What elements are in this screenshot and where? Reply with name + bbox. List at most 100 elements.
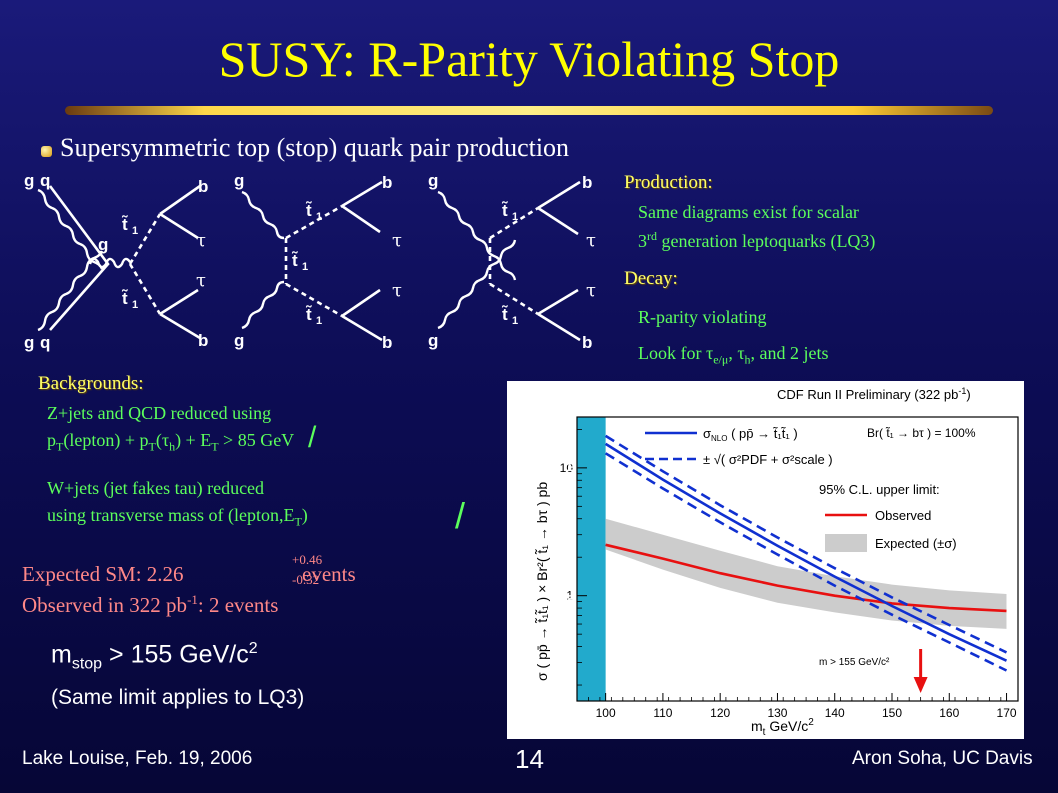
limit-arrow-head	[913, 677, 928, 693]
label-stop-sub: 1	[302, 261, 308, 273]
decay-line-2: Look for τe/μ, τh, and 2 jets	[638, 343, 829, 368]
decay-bottom	[537, 288, 581, 342]
chart-title-end: )	[966, 387, 970, 402]
tau-sub-h: h	[744, 352, 751, 367]
label-stop-sub: 1	[512, 315, 518, 327]
label-b: b	[582, 333, 592, 352]
expected-err-up: +0.46	[292, 552, 323, 567]
label-g: g	[24, 333, 34, 352]
tau-symbol: τ	[161, 430, 170, 450]
decay-sep: ,	[728, 343, 738, 363]
label-stop: t̃	[292, 251, 299, 270]
x-label-rest: GeV/c	[765, 718, 808, 734]
legend-cl: 95% C.L. upper limit:	[819, 482, 940, 497]
mass-sub: stop	[71, 655, 103, 673]
x-tick-label: 100	[596, 706, 616, 720]
backgrounds-line-4: using transverse mass of (lepton,ET)	[47, 505, 308, 530]
tau-symbol: τ	[737, 343, 745, 363]
legend-nlo-sigma: σ	[703, 426, 711, 441]
mt-close: )	[301, 505, 308, 525]
label-g: g	[234, 331, 244, 350]
y-tick-label: 1	[566, 589, 573, 603]
mt-text: using transverse mass of (lepton,E	[47, 505, 295, 525]
production-line-1: Same diagrams exist for scalar	[638, 202, 859, 222]
footer-author: Aron Soha, UC Davis	[852, 748, 1033, 769]
excluded-region-band	[577, 417, 606, 701]
feynman-diagrams: .fl { stroke: #ffffff; stroke-width: 2.6…	[24, 171, 596, 352]
x-tick-label: 160	[939, 706, 959, 720]
label-stop: t̃	[122, 215, 129, 234]
stop-line-bottom	[128, 263, 162, 315]
plot-frame	[576, 416, 1019, 702]
footer-venue: Lake Louise, Feb. 19, 2006	[22, 748, 253, 769]
x-tick-label: 140	[825, 706, 845, 720]
observed-count: : 2 events	[197, 593, 279, 617]
label-g: g	[234, 171, 244, 190]
expected-band	[605, 518, 1007, 629]
label-stop-sub: 1	[316, 211, 322, 223]
chart-title: CDF Run II Preliminary (322 pb-1)	[777, 386, 971, 402]
bullet-icon	[41, 146, 52, 157]
legend-expected-swatch	[825, 534, 867, 552]
stop-line-top	[489, 206, 539, 240]
production-rest: generation leptoquarks (LQ3)	[657, 231, 876, 251]
label-tau: τ	[586, 280, 596, 301]
pt-p: p	[47, 430, 56, 450]
x-label-sub: t	[763, 727, 766, 738]
x-tick-label: 130	[767, 706, 787, 720]
gev-threshold: > 85 GeV	[218, 430, 295, 450]
y-axis-label: σ ( pp̄ → t̃₁t̃₁ ) × Br²( t̃₁ → bτ ) pb	[534, 482, 550, 681]
label-g: g	[428, 171, 438, 190]
legend-nlo: σNLO ( pp̄ → t̃₁t̃₁ )	[703, 426, 798, 443]
series-line-0	[605, 543, 1007, 613]
decay-top	[537, 180, 581, 236]
pt-sub: T	[56, 439, 64, 454]
x-label-m: m	[751, 718, 763, 734]
gluon-in-top	[241, 190, 285, 240]
stop-line-top	[285, 204, 343, 240]
production-heading: Production:	[624, 172, 713, 193]
mass-m: m	[51, 640, 72, 669]
diagram-1: g q g q g t̃ 1 t̃ 1 b τ τ b	[24, 171, 208, 352]
mass-value: > 155 GeV/c	[102, 640, 249, 669]
decay-heading: Decay:	[624, 268, 678, 289]
limit-plot: 100 110 120 130 140 150 160 170 1 10 CDF Run II P…	[507, 381, 1024, 739]
label-b: b	[382, 173, 392, 192]
label-stop: t̃	[306, 201, 313, 220]
bullet-text: Supersymmetric top (stop) quark pair pro…	[60, 133, 570, 162]
stop-line-bottom	[285, 282, 343, 318]
pt-sub: T	[148, 439, 156, 454]
stop-line-bottom	[489, 282, 539, 316]
production-sup: rd	[647, 229, 657, 243]
label-q: q	[40, 171, 50, 190]
decay-look: Look for	[638, 343, 706, 363]
pt-lepton: (lepton) + p	[63, 430, 149, 450]
limit-annotation: m > 155 GeV/c²	[819, 657, 890, 668]
x-label-sup: 2	[808, 717, 814, 728]
x-tick-label: 110	[653, 706, 672, 720]
decay-bottom	[341, 288, 383, 342]
mass-sup: 2	[248, 640, 258, 657]
diagram-3: g g t̃ 1 t̃ 1 b τ τ b	[428, 171, 596, 352]
diagram-2: g g t̃ 1 t̃ 1 t̃ 1 b τ τ b	[234, 171, 402, 352]
series-line-4	[604, 452, 1008, 672]
label-stop-sub: 1	[512, 211, 518, 223]
label-b: b	[198, 331, 208, 350]
production-line-2: 3rd generation leptoquarks (LQ3)	[638, 229, 875, 252]
gluon-internal	[88, 257, 131, 269]
label-stop: t̃	[122, 289, 129, 308]
quark-lines	[48, 185, 110, 331]
tau-sub-emu: e/μ	[713, 352, 729, 367]
decay-post: , and 2 jets	[750, 343, 829, 363]
label-tau: τ	[392, 230, 402, 251]
br-label: Br( t̃₁ → bτ ) = 100%	[867, 425, 976, 440]
observed-line: Observed in 322 pb-1: 2 events	[22, 592, 278, 618]
chart-title-main: CDF Run II Preliminary (322 pb	[777, 387, 958, 402]
decay-line-1: R-parity violating	[638, 307, 767, 327]
label-tau: τ	[196, 230, 206, 251]
legend-unc: ± √( σ²PDF + σ²scale )	[703, 452, 833, 467]
label-stop-sub: 1	[132, 299, 138, 311]
label-stop-sub: 1	[132, 225, 138, 237]
limit-note: (Same limit applies to LQ3)	[51, 686, 305, 709]
